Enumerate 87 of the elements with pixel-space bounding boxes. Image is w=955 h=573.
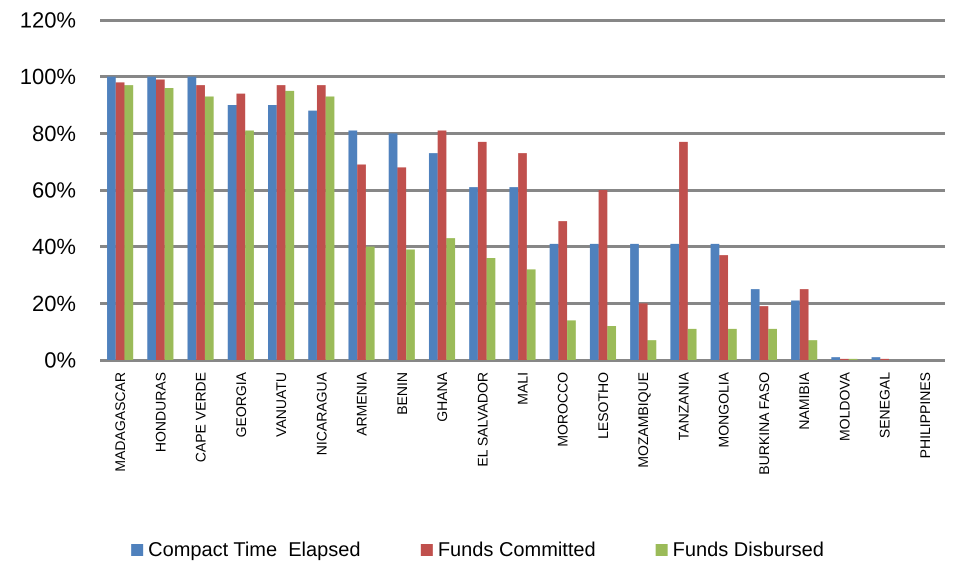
bar bbox=[679, 142, 688, 360]
bar bbox=[688, 328, 697, 360]
y-tick-label: 60% bbox=[32, 178, 76, 202]
bar bbox=[245, 130, 254, 360]
x-tick-label: BENIN bbox=[394, 372, 410, 415]
x-tick-label: MOROCCO bbox=[554, 372, 571, 447]
bar bbox=[446, 238, 456, 360]
x-tick-label: GEORGIA bbox=[232, 371, 249, 438]
bar bbox=[406, 250, 415, 360]
x-tick-label: MADAGASCAR bbox=[112, 372, 128, 472]
bar bbox=[147, 76, 156, 360]
x-tick-label: MOZAMBIQUE bbox=[635, 372, 652, 468]
x-tick-label: NAMIBIA bbox=[796, 371, 812, 430]
bar bbox=[236, 94, 246, 360]
bar bbox=[648, 340, 656, 360]
x-tick-label: NICARAGUA bbox=[313, 371, 330, 456]
bar bbox=[768, 328, 778, 360]
bar bbox=[670, 244, 680, 360]
x-tick-label: CAPE VERDE bbox=[192, 372, 209, 462]
y-tick-label: 40% bbox=[32, 234, 76, 260]
x-tick-label: BURKINA FASO bbox=[756, 372, 772, 475]
bar bbox=[567, 320, 576, 360]
bar bbox=[228, 105, 236, 360]
bar bbox=[268, 105, 277, 360]
bar bbox=[872, 357, 880, 360]
bar bbox=[156, 80, 165, 360]
x-tick-label: PHILIPPINES bbox=[916, 372, 933, 458]
bar bbox=[710, 244, 720, 360]
bar bbox=[638, 303, 648, 360]
y-tick-label: 20% bbox=[32, 290, 76, 316]
bar bbox=[124, 85, 134, 360]
x-tick-label: EL SALVADOR bbox=[474, 372, 490, 467]
x-tick-label: GHANA bbox=[434, 371, 450, 422]
bar bbox=[607, 326, 616, 360]
bar bbox=[831, 357, 840, 360]
legend-label: Funds Disbursed bbox=[672, 539, 824, 561]
legend-label: Funds Committed bbox=[438, 539, 596, 561]
bar bbox=[509, 187, 518, 360]
bar bbox=[590, 244, 599, 360]
bar bbox=[357, 164, 366, 360]
bar bbox=[750, 289, 760, 360]
bar bbox=[719, 255, 728, 360]
bar bbox=[285, 90, 294, 360]
x-tick-label: VANUATU bbox=[273, 372, 290, 437]
bar bbox=[728, 328, 737, 360]
bar bbox=[204, 96, 214, 360]
x-tick-label: MOLDOVA bbox=[836, 371, 852, 441]
bar bbox=[518, 153, 527, 360]
x-tick-label: TANZANIA bbox=[675, 371, 692, 440]
bar bbox=[308, 110, 317, 360]
bar bbox=[478, 142, 487, 360]
x-tick-label: ARMENIA bbox=[354, 371, 370, 436]
x-tick-label: MONGOLIA bbox=[716, 371, 732, 448]
bar bbox=[397, 167, 406, 360]
bar bbox=[366, 246, 375, 360]
x-tick-label: HONDURAS bbox=[152, 372, 168, 452]
bar bbox=[276, 85, 286, 360]
bar bbox=[348, 130, 358, 360]
bar bbox=[388, 133, 398, 360]
x-tick-label: MALI bbox=[514, 372, 530, 405]
bar bbox=[196, 85, 205, 360]
bar bbox=[791, 300, 800, 360]
legend-label: Compact Time Elapsed bbox=[148, 539, 360, 561]
bar bbox=[550, 244, 558, 360]
bar bbox=[116, 82, 124, 360]
y-tick-label: 100% bbox=[20, 64, 76, 90]
bar bbox=[760, 306, 768, 360]
y-tick-label: 80% bbox=[32, 120, 76, 146]
y-tick-label: 0% bbox=[44, 348, 76, 372]
bar bbox=[558, 221, 568, 360]
bar bbox=[428, 153, 438, 360]
bar bbox=[469, 187, 478, 360]
bar bbox=[107, 76, 116, 360]
bar bbox=[326, 96, 334, 360]
x-tick-label: SENEGAL bbox=[876, 372, 893, 438]
y-tick-label: 120% bbox=[20, 8, 76, 32]
bar bbox=[188, 76, 196, 360]
bar bbox=[630, 244, 639, 360]
bar bbox=[316, 85, 326, 360]
x-tick-label: LESOTHO bbox=[594, 372, 611, 439]
bar bbox=[526, 269, 536, 360]
bar bbox=[800, 289, 809, 360]
bar bbox=[486, 258, 496, 360]
bar bbox=[598, 190, 608, 360]
bar bbox=[438, 130, 446, 360]
bar bbox=[808, 340, 818, 360]
bar bbox=[164, 88, 174, 360]
